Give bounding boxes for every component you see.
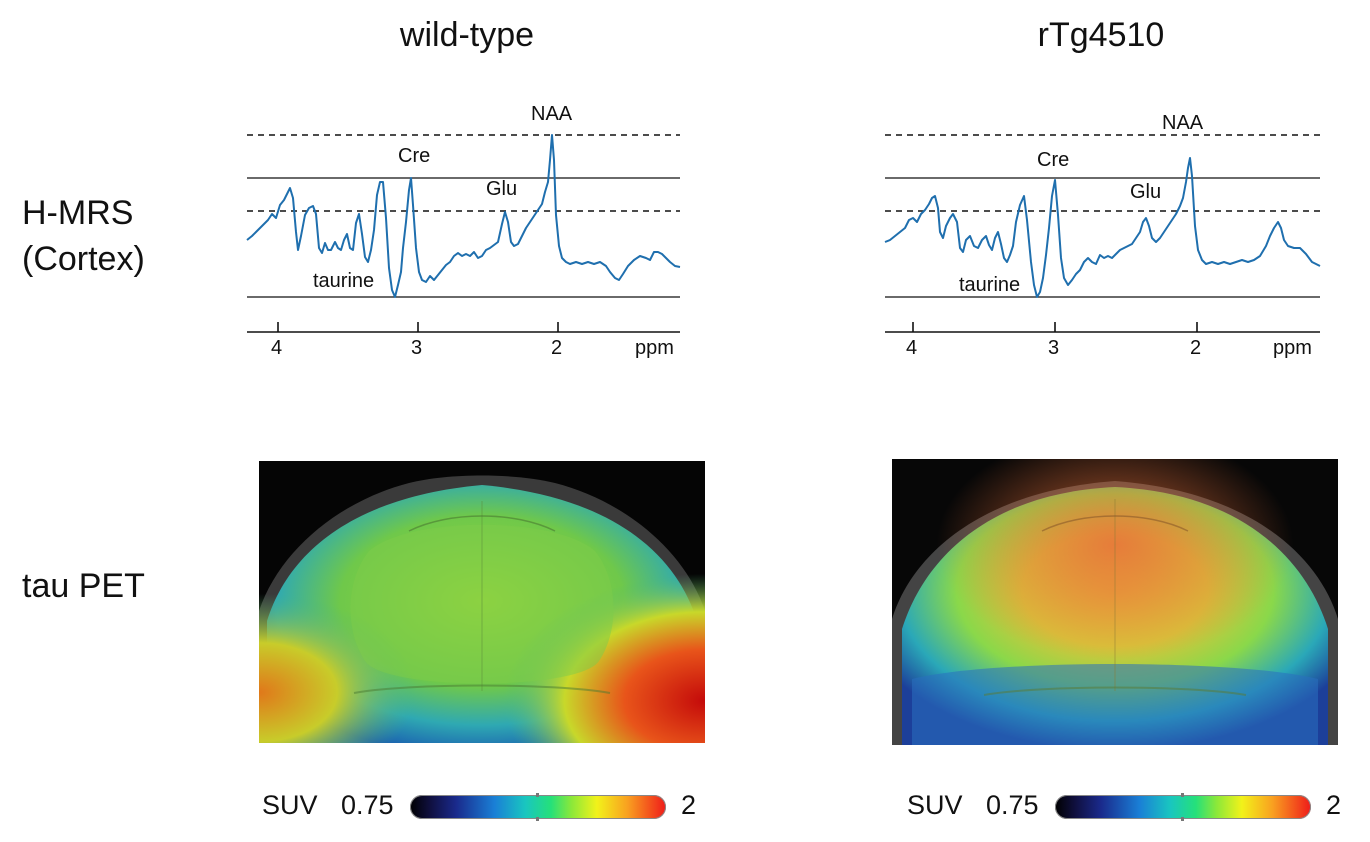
wt-peak-naa: NAA [531,103,572,126]
tg-suv-label: SUV [907,790,963,821]
tg-tick-label-4: 4 [906,337,917,360]
wt-colorbar [410,795,666,819]
tg-colorbar [1055,795,1311,819]
tg-spectrum-line [885,158,1320,297]
tg-suv-max: 2 [1326,790,1341,821]
wt-pet-image [259,461,705,743]
tg-pet-image [892,459,1338,745]
tg-tick-label-3: 3 [1048,337,1059,360]
tg-suv-min: 0.75 [986,790,1039,821]
wt-tick-label-4: 4 [271,337,282,360]
tg-axis-unit: ppm [1273,337,1312,360]
tg-peak-naa: NAA [1162,112,1203,135]
wt-suv-label: SUV [262,790,318,821]
tg-pet-svg [892,459,1338,745]
wt-pet-svg [259,461,705,743]
tg-tick-label-2: 2 [1190,337,1201,360]
tg-peak-taurine: taurine [959,274,1020,297]
wt-peak-cre: Cre [398,145,430,168]
wt-tick-label-2: 2 [551,337,562,360]
wt-suv-max: 2 [681,790,696,821]
tg-peak-cre: Cre [1037,149,1069,172]
wt-suv-min: 0.75 [341,790,394,821]
wt-peak-taurine: taurine [313,270,374,293]
wt-tick-label-3: 3 [411,337,422,360]
wt-axis-unit: ppm [635,337,674,360]
wt-spectrum-line [247,135,680,297]
wt-peak-glu: Glu [486,178,517,201]
tg-peak-glu: Glu [1130,181,1161,204]
